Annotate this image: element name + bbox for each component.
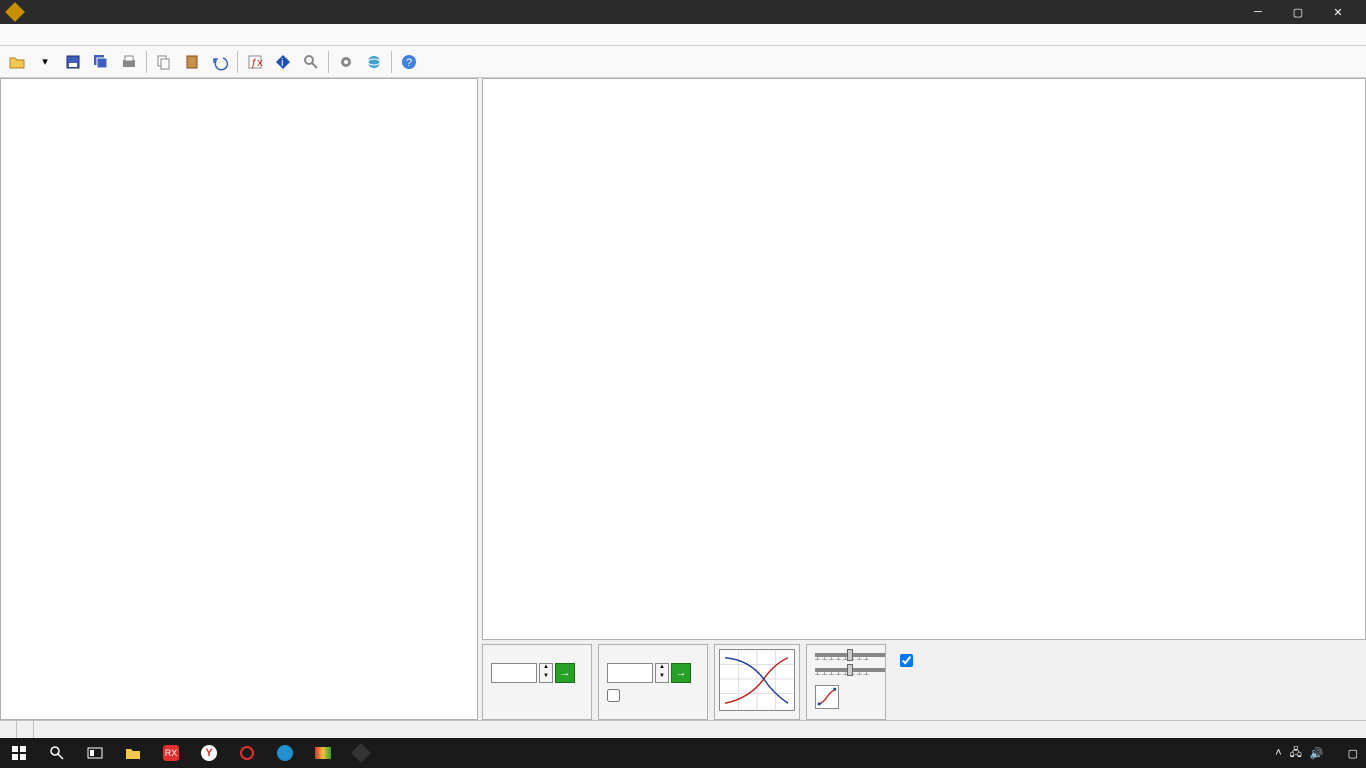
set-to-input[interactable] [491,663,537,683]
search-task-button[interactable] [38,738,76,768]
open-dropdown[interactable]: ▾ [32,49,58,75]
copy-button[interactable] [151,49,177,75]
print-button[interactable] [116,49,142,75]
chart-area [482,78,1366,640]
taskbar: RX Y ˄ 🖧 🔊 ▢ [0,738,1366,768]
save-all-button[interactable] [88,49,114,75]
curve-preview-group [714,644,800,720]
close-button[interactable]: ✕ [1318,0,1358,24]
chart-svg[interactable] [493,97,1355,577]
titlebar: ─ ▢ ✕ [0,0,1366,24]
show-all-points-checkbox[interactable] [900,654,913,667]
save-button[interactable] [60,49,86,75]
app6-task-button[interactable] [342,738,380,768]
adjust-group: ┴┴┴┴┴┴┴┴ ┴┴┴┴┴┴┴┴ [806,644,886,720]
checksum-button[interactable]: ƒx [242,49,268,75]
undo-button[interactable] [207,49,233,75]
paste-button[interactable] [179,49,205,75]
taskview-button[interactable] [76,738,114,768]
set-to-apply-button[interactable]: → [555,663,575,683]
app3-task-button[interactable] [228,738,266,768]
change-by-spinner[interactable]: ▲▼ [655,663,669,683]
svg-text:i: i [281,57,283,69]
globe-button[interactable] [361,49,387,75]
open-button[interactable] [4,49,30,75]
app1-task-button[interactable]: RX [152,738,190,768]
maximize-button[interactable]: ▢ [1278,0,1318,24]
set-to-spinner[interactable]: ▲▼ [539,663,553,683]
settings-button[interactable] [333,49,359,75]
menubar [0,24,1366,46]
change-by-input[interactable] [607,663,653,683]
curve-preview[interactable] [719,649,795,711]
app-icon [5,2,25,22]
start-button[interactable] [0,738,38,768]
help-button[interactable]: ? [396,49,422,75]
network-icon[interactable]: 🖧 [1290,744,1302,763]
change-by-apply-button[interactable]: → [671,663,691,683]
explorer-task-button[interactable] [114,738,152,768]
interpolation-icon[interactable] [815,685,839,709]
volume-icon[interactable]: 🔊 [1310,747,1324,760]
minimize-button[interactable]: ─ [1238,0,1278,24]
set-to-group: ▲▼ → [482,644,592,720]
svg-text:?: ? [406,57,412,69]
bottom-controls: ▲▼ → ▲▼ → [482,644,1366,720]
tray-up-icon[interactable]: ˄ [1275,747,1281,759]
change-by-group: ▲▼ → [598,644,708,720]
app5-task-button[interactable] [304,738,342,768]
toolbar: ▾ ƒx i ? [0,46,1366,78]
percent-checkbox[interactable] [607,689,620,702]
app2-task-button[interactable]: Y [190,738,228,768]
tree-panel[interactable] [0,78,478,720]
app4-task-button[interactable] [266,738,304,768]
svg-text:ƒx: ƒx [251,57,263,69]
notifications-icon[interactable]: ▢ [1348,747,1358,760]
show-points-group [892,644,925,720]
search-button[interactable] [298,49,324,75]
info-button[interactable]: i [270,49,296,75]
